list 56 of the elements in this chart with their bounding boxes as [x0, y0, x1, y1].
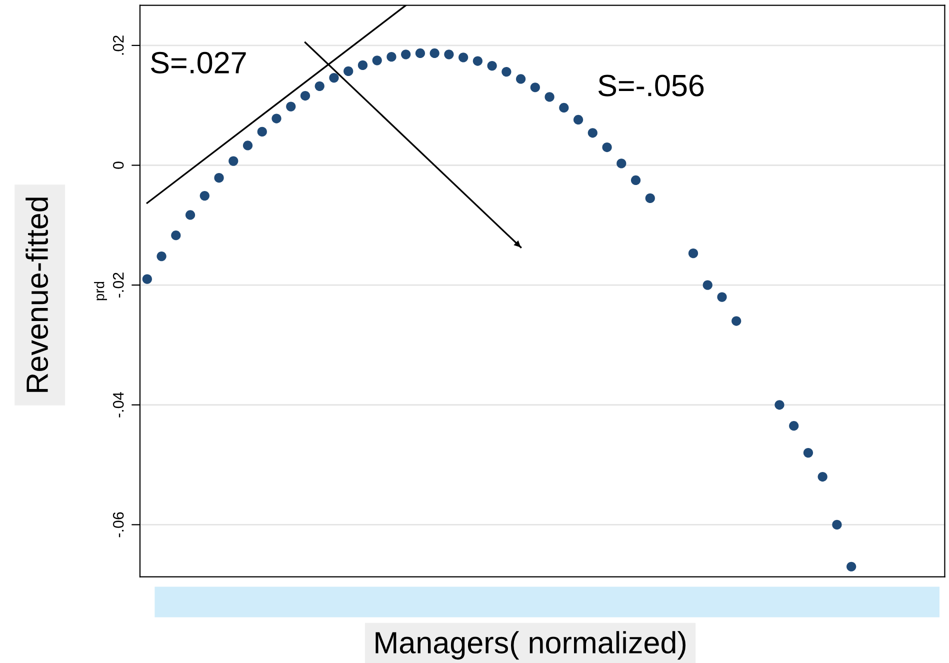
- point: [602, 142, 612, 152]
- point: [214, 173, 224, 183]
- annotation: S=-.056: [598, 74, 704, 96]
- point: [559, 102, 569, 113]
- point: [372, 56, 382, 66]
- point: [242, 140, 253, 150]
- point: [818, 472, 828, 482]
- point: [530, 82, 540, 92]
- point: [185, 210, 196, 220]
- point: [415, 48, 426, 58]
- point: [645, 193, 655, 204]
- point: [444, 50, 454, 60]
- point: [732, 316, 742, 326]
- point: [832, 520, 842, 530]
- y-tick-label: .02: [112, 36, 124, 55]
- point: [630, 175, 641, 186]
- point: [702, 280, 712, 290]
- point: [846, 562, 856, 572]
- point: [544, 92, 554, 102]
- y-axis-title: prd: [94, 282, 107, 300]
- point: [487, 61, 497, 71]
- point: [516, 74, 526, 84]
- point: [803, 448, 814, 458]
- x-axis-title: Managers( normalized): [376, 631, 686, 660]
- point: [717, 292, 727, 302]
- y-tick-label: -.04: [112, 392, 124, 418]
- point: [314, 81, 324, 91]
- point: [458, 52, 468, 62]
- point: [472, 56, 482, 66]
- point: [329, 72, 339, 83]
- point: [286, 102, 296, 112]
- point: [257, 126, 267, 137]
- point: [344, 66, 354, 76]
- text: Revenue-fitted: [26, 198, 48, 392]
- point: [688, 248, 698, 258]
- point: [774, 400, 784, 410]
- y-tick-label: -.06: [112, 512, 124, 538]
- point: [228, 156, 238, 166]
- point: [616, 158, 626, 168]
- point: [588, 128, 598, 138]
- annotation: S=.027: [151, 52, 246, 74]
- y-tick-label: 0: [112, 162, 124, 169]
- point: [502, 66, 512, 77]
- point: [386, 52, 396, 62]
- point: [142, 274, 152, 284]
- point: [171, 230, 181, 240]
- point: [272, 114, 282, 124]
- y-tick-label: -.02: [112, 272, 124, 298]
- point: [300, 90, 310, 101]
- point: [573, 114, 584, 125]
- point: [200, 190, 210, 201]
- point: [401, 50, 411, 60]
- point: [430, 48, 440, 58]
- point: [156, 252, 166, 262]
- point: [358, 60, 368, 70]
- point: [789, 421, 799, 431]
